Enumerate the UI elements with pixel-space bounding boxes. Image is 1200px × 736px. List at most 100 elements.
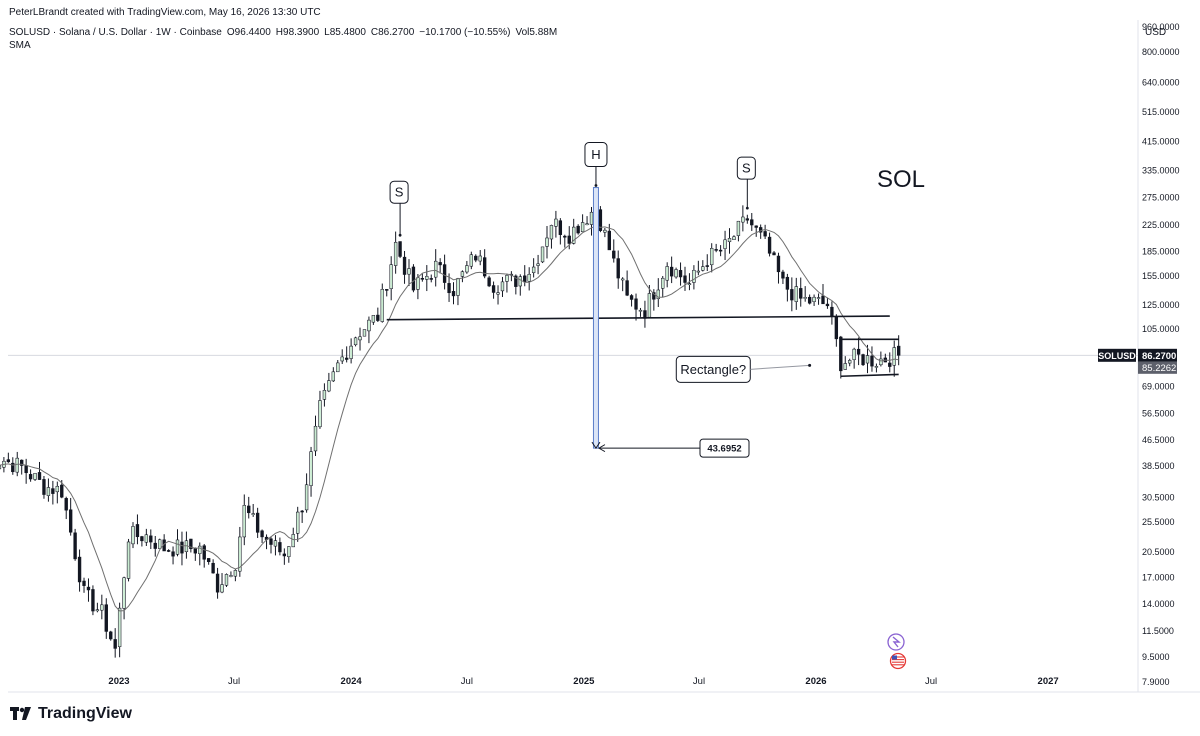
candle-fill [305, 485, 308, 510]
candle-fill [853, 349, 856, 360]
candle-body [193, 547, 197, 554]
candle [438, 258, 442, 274]
candle-body [634, 298, 638, 310]
candle [861, 353, 865, 367]
candle [491, 281, 496, 299]
price-tag: 86.2700 [1142, 351, 1176, 362]
candle [447, 273, 451, 302]
candle [665, 262, 669, 288]
chart-title: SOL [877, 166, 925, 193]
candle-fill [287, 547, 290, 557]
candle [389, 256, 393, 301]
candle-body [830, 306, 834, 317]
candle-body [834, 316, 839, 340]
candle [736, 220, 741, 242]
y-tick-label: 38.5000 [1142, 461, 1175, 471]
candle-body [202, 545, 206, 560]
candle-body [269, 538, 273, 545]
us-economic-event-icon[interactable] [889, 652, 907, 670]
candle-body [558, 220, 563, 235]
candle [652, 289, 656, 311]
candle-body [104, 604, 108, 632]
y-tick-label: 30.5000 [1142, 493, 1175, 503]
shoulder-left-label[interactable]: S [389, 180, 409, 237]
candle-fill [274, 541, 277, 546]
y-tick-label: 225.0000 [1142, 220, 1180, 230]
candle [371, 315, 376, 325]
candle-body [447, 283, 451, 294]
candle-fill [737, 221, 740, 236]
candle [505, 273, 509, 293]
candle [296, 506, 300, 542]
target-box [699, 438, 750, 458]
candle-fill [555, 219, 557, 226]
candle-body [68, 509, 73, 533]
candle-body [189, 538, 193, 549]
candle-body [135, 524, 140, 538]
y-tick-label: 640.0000 [1142, 77, 1180, 87]
candle [95, 602, 100, 613]
candle-fill [741, 217, 744, 222]
y-tick-label: 515.0000 [1142, 107, 1180, 117]
indicator-sma-label[interactable]: SMA [9, 40, 31, 51]
candle-fill [123, 578, 125, 608]
candle-body [113, 639, 117, 649]
candle-fill [390, 265, 393, 289]
symbol-info[interactable]: SOLUSD · Solana / U.S. Dollar · 1W · Coi… [9, 27, 222, 38]
candle-body [861, 354, 865, 366]
rectangle-label[interactable]: Rectangle? [675, 355, 751, 383]
candle-body [563, 235, 567, 238]
candle [309, 446, 313, 497]
measured-move-bar[interactable] [592, 187, 599, 449]
target-price-label[interactable]: 43.6952 [699, 438, 750, 458]
shoulder-right-label[interactable]: S [736, 156, 756, 210]
candle [478, 250, 482, 266]
candle [732, 235, 736, 240]
candle-fill [733, 237, 735, 240]
candle [545, 225, 549, 259]
candle [536, 254, 540, 275]
candle [442, 254, 447, 290]
x-tick-label: Jul [693, 676, 705, 687]
candle-body [718, 249, 723, 252]
candle-fill [332, 372, 335, 381]
callout-dot [398, 233, 402, 237]
volume-value: Vol5.88M [515, 27, 558, 38]
candle-fill [497, 293, 499, 294]
candle-body [669, 266, 674, 277]
candle-body [598, 209, 603, 231]
candle [73, 528, 77, 561]
candle [434, 249, 438, 287]
candle-body [300, 510, 304, 513]
candle-body [790, 289, 794, 301]
candle [487, 275, 491, 288]
crypto-event-icon[interactable] [887, 633, 905, 651]
candle [282, 548, 287, 565]
candle [6, 452, 11, 463]
candle-body [772, 252, 776, 256]
candle-fill [728, 238, 731, 242]
candle [349, 338, 353, 364]
candle-body [807, 296, 812, 304]
candle [362, 329, 367, 337]
candle-fill [127, 542, 130, 578]
head-label[interactable]: H [584, 142, 608, 187]
symbol-legend: SOLUSD · Solana / U.S. Dollar · 1W · Coi… [9, 27, 557, 38]
candle-body [109, 631, 113, 640]
candle-fill [639, 310, 642, 312]
candle [407, 259, 411, 287]
candle [469, 251, 473, 270]
candle-fill [341, 357, 344, 361]
candle-body [767, 236, 772, 254]
candle [100, 594, 104, 620]
candle [563, 234, 567, 248]
neckline[interactable] [386, 315, 890, 321]
x-tick-label: 2024 [341, 676, 363, 687]
x-tick-label: 2025 [573, 676, 595, 687]
rectangle-bottom-line[interactable] [840, 373, 899, 378]
y-tick-label: 7.9000 [1142, 677, 1170, 687]
y-tick-label: 11.5000 [1142, 626, 1174, 636]
candle [825, 297, 830, 309]
candle-fill [710, 248, 713, 265]
